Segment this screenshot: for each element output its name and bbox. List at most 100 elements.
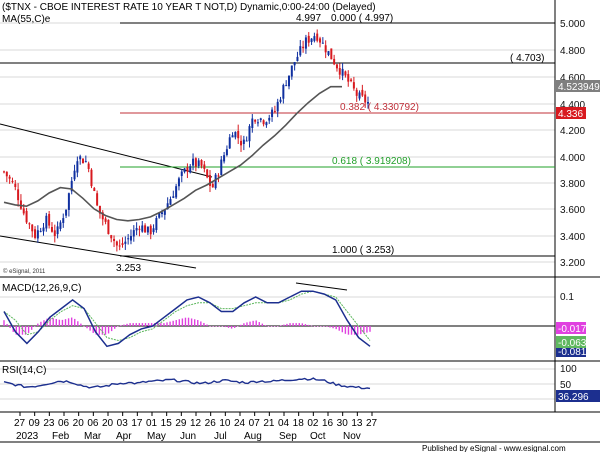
- candle-body: [214, 174, 217, 189]
- price-candles: [3, 29, 369, 252]
- candle-body: [361, 89, 364, 96]
- rsi-tick-label: 50: [560, 380, 572, 391]
- candle-body: [290, 65, 293, 77]
- macd-hist-bar: [89, 326, 91, 331]
- macd-line-value: -0.081: [558, 347, 587, 358]
- candle-body: [118, 245, 121, 247]
- x-month-label: Mar: [84, 431, 102, 442]
- x-day-label: 27: [366, 418, 378, 429]
- fib-0-label: 0.000 ( 4.997): [331, 13, 393, 24]
- macd-hist-badge: [556, 322, 586, 334]
- macd-hist-bar: [206, 324, 208, 326]
- resistance-label: ( 4.703): [510, 53, 544, 64]
- fib-618-label: 0.618 ( 3.919208): [332, 156, 411, 167]
- x-day-label: 01: [146, 418, 158, 429]
- candle-body: [276, 101, 279, 112]
- y-tick-label: 4.800: [560, 46, 585, 57]
- x-month-label: Feb: [52, 431, 70, 442]
- macd-hist-bar: [252, 320, 254, 326]
- x-day-label: 26: [205, 418, 217, 429]
- candle-body: [138, 228, 141, 230]
- macd-signal-badge: [556, 336, 586, 348]
- candle-body: [158, 212, 161, 218]
- macd-hist-bar: [77, 321, 79, 326]
- macd-panel: MACD(12,26,9,C) 0.1 -0.017 -0.081 -0.063: [0, 277, 600, 362]
- macd-hist-bar: [273, 326, 276, 327]
- candle-body: [113, 238, 116, 242]
- candle-body: [169, 199, 172, 205]
- macd-hist-bar: [21, 326, 24, 335]
- candle-body: [293, 62, 296, 66]
- macd-hist-bar: [329, 326, 331, 328]
- candle-body: [245, 140, 248, 142]
- macd-hist-bar: [9, 326, 11, 328]
- x-day-label: 21: [263, 418, 275, 429]
- macd-hist-bar: [147, 323, 150, 326]
- candle-body: [192, 158, 195, 166]
- candle-body: [149, 225, 152, 235]
- candle-body: [316, 33, 319, 41]
- rsi-value-text: 36.296: [558, 392, 589, 403]
- x-day-label: 24: [234, 418, 246, 429]
- price-value-badge: [556, 107, 586, 119]
- candle-body: [34, 229, 37, 238]
- macd-hist-bar: [6, 324, 8, 326]
- candle-body: [87, 163, 90, 169]
- macd-hist-bar: [360, 326, 362, 335]
- candle-body: [217, 175, 220, 177]
- macd-hist-bar: [132, 323, 134, 326]
- macd-hist-bar: [240, 324, 242, 326]
- macd-hist-bar: [227, 326, 230, 328]
- candle-body: [352, 82, 355, 89]
- x-day-label: 07: [249, 418, 261, 429]
- candle-body: [175, 186, 178, 198]
- candle-body: [48, 213, 51, 226]
- macd-hist-bar: [138, 323, 141, 326]
- macd-hist-bar: [3, 320, 5, 326]
- x-day-label: 09: [29, 418, 41, 429]
- macd-hist-bar: [163, 323, 165, 326]
- macd-hist-bar: [34, 326, 36, 327]
- macd-hist-bar: [369, 326, 371, 332]
- x-month-label: 2023: [16, 431, 39, 442]
- x-day-label: 03: [117, 418, 129, 429]
- candle-body: [39, 230, 42, 232]
- candle-body: [183, 168, 186, 173]
- macd-hist-bar: [193, 319, 196, 326]
- macd-hist-bar: [203, 322, 205, 326]
- candle-body: [299, 46, 302, 56]
- candle-body: [344, 71, 347, 76]
- ma-legend: MA(55,C)e: [2, 14, 51, 25]
- x-month-label: Sep: [279, 431, 297, 442]
- macd-hist-bar: [135, 323, 137, 326]
- macd-hist-bar: [338, 326, 340, 331]
- candle-body: [104, 218, 107, 222]
- candle-body: [84, 161, 87, 163]
- candle-body: [285, 85, 288, 87]
- candle-body: [338, 67, 341, 75]
- x-day-label: 16: [322, 418, 334, 429]
- macd-hist-bar: [350, 326, 353, 335]
- rsi-panel: RSI(14,C) 100 50 0 36.296: [0, 361, 600, 413]
- x-day-label: 18: [293, 418, 305, 429]
- candle-body: [90, 169, 93, 187]
- candle-body: [146, 226, 149, 233]
- price-panel: 4.997 0.000 ( 4.997) ( 4.703) 0.382 ( 4.…: [0, 0, 600, 278]
- candle-body: [240, 140, 243, 146]
- macd-hist-bar: [58, 319, 61, 326]
- candle-body: [79, 156, 82, 160]
- candle-body: [11, 180, 14, 182]
- macd-hist-bar: [86, 326, 88, 329]
- candle-body: [321, 42, 324, 44]
- fib-382-label: 0.382 ( 4.330792): [340, 102, 419, 113]
- channel-lower-line: [0, 235, 197, 269]
- rsi-value-badge: [556, 390, 600, 402]
- candle-body: [197, 160, 200, 167]
- candle-body: [172, 196, 175, 198]
- macd-hist-bar: [212, 326, 214, 327]
- macd-hist-bar: [160, 323, 162, 326]
- candle-body: [310, 38, 313, 42]
- candle-body: [82, 158, 85, 164]
- macd-hist-bar: [104, 326, 107, 335]
- macd-hist-bar: [221, 326, 224, 327]
